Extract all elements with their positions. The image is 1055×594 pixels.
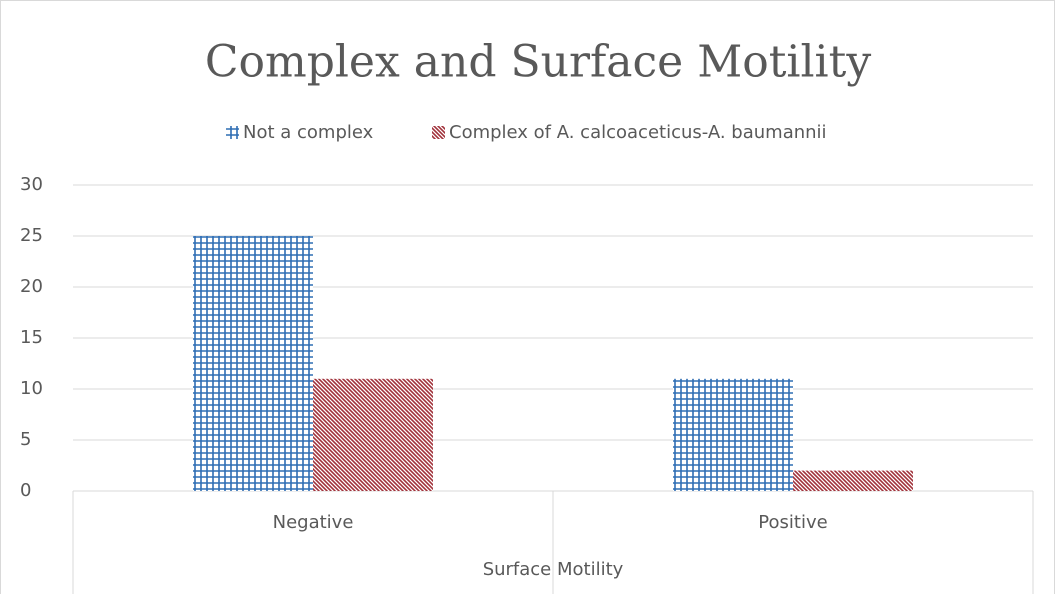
bar: [193, 236, 313, 491]
bar: [793, 470, 913, 491]
legend-label: Complex of A. calcoaceticus-A. baumannii: [449, 122, 827, 143]
x-tick-label: Positive: [758, 512, 827, 533]
y-tick-label: 5: [20, 429, 31, 450]
y-tick-label: 15: [20, 327, 43, 348]
legend-label: Not a complex: [243, 122, 374, 143]
bar: [673, 378, 793, 491]
legend-swatch: [432, 126, 445, 139]
bar: [313, 378, 433, 491]
legend-swatch: [226, 126, 239, 139]
y-tick-label: 10: [20, 378, 43, 399]
chart-title: Complex and Surface Motility: [205, 37, 872, 88]
y-tick-label: 20: [20, 276, 43, 297]
y-tick-label: 0: [20, 480, 31, 501]
y-tick-label: 25: [20, 225, 43, 246]
x-tick-label: Negative: [273, 512, 354, 533]
y-tick-label: 30: [20, 174, 43, 195]
